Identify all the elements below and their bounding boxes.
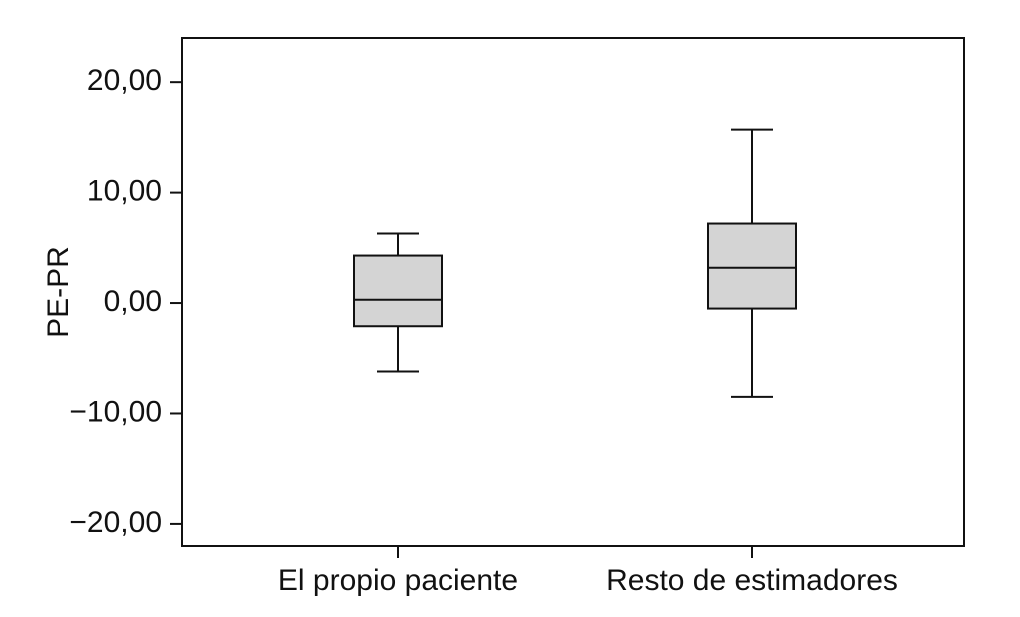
y-axis-label: PE-PR bbox=[42, 246, 75, 338]
x-tick-label: El propio paciente bbox=[278, 564, 518, 597]
y-tick-label: −10,00 bbox=[69, 395, 162, 428]
y-axis: 20,00 10,00 0,00 −10,00 −20,00 bbox=[69, 64, 182, 539]
iqr-box bbox=[353, 254, 443, 328]
box-group bbox=[707, 128, 797, 398]
y-tick-label: 0,00 bbox=[104, 285, 162, 318]
y-tick-label: −20,00 bbox=[69, 506, 162, 539]
x-tick-label: Resto de estimadores bbox=[606, 564, 898, 597]
boxes-group bbox=[353, 128, 797, 398]
iqr-box bbox=[707, 222, 797, 310]
box-group bbox=[353, 232, 443, 373]
y-tick-label: 20,00 bbox=[87, 64, 162, 97]
y-tick-label: 10,00 bbox=[87, 175, 162, 208]
plot-frame bbox=[181, 37, 965, 547]
x-axis: El propio paciente Resto de estimadores bbox=[278, 546, 898, 597]
